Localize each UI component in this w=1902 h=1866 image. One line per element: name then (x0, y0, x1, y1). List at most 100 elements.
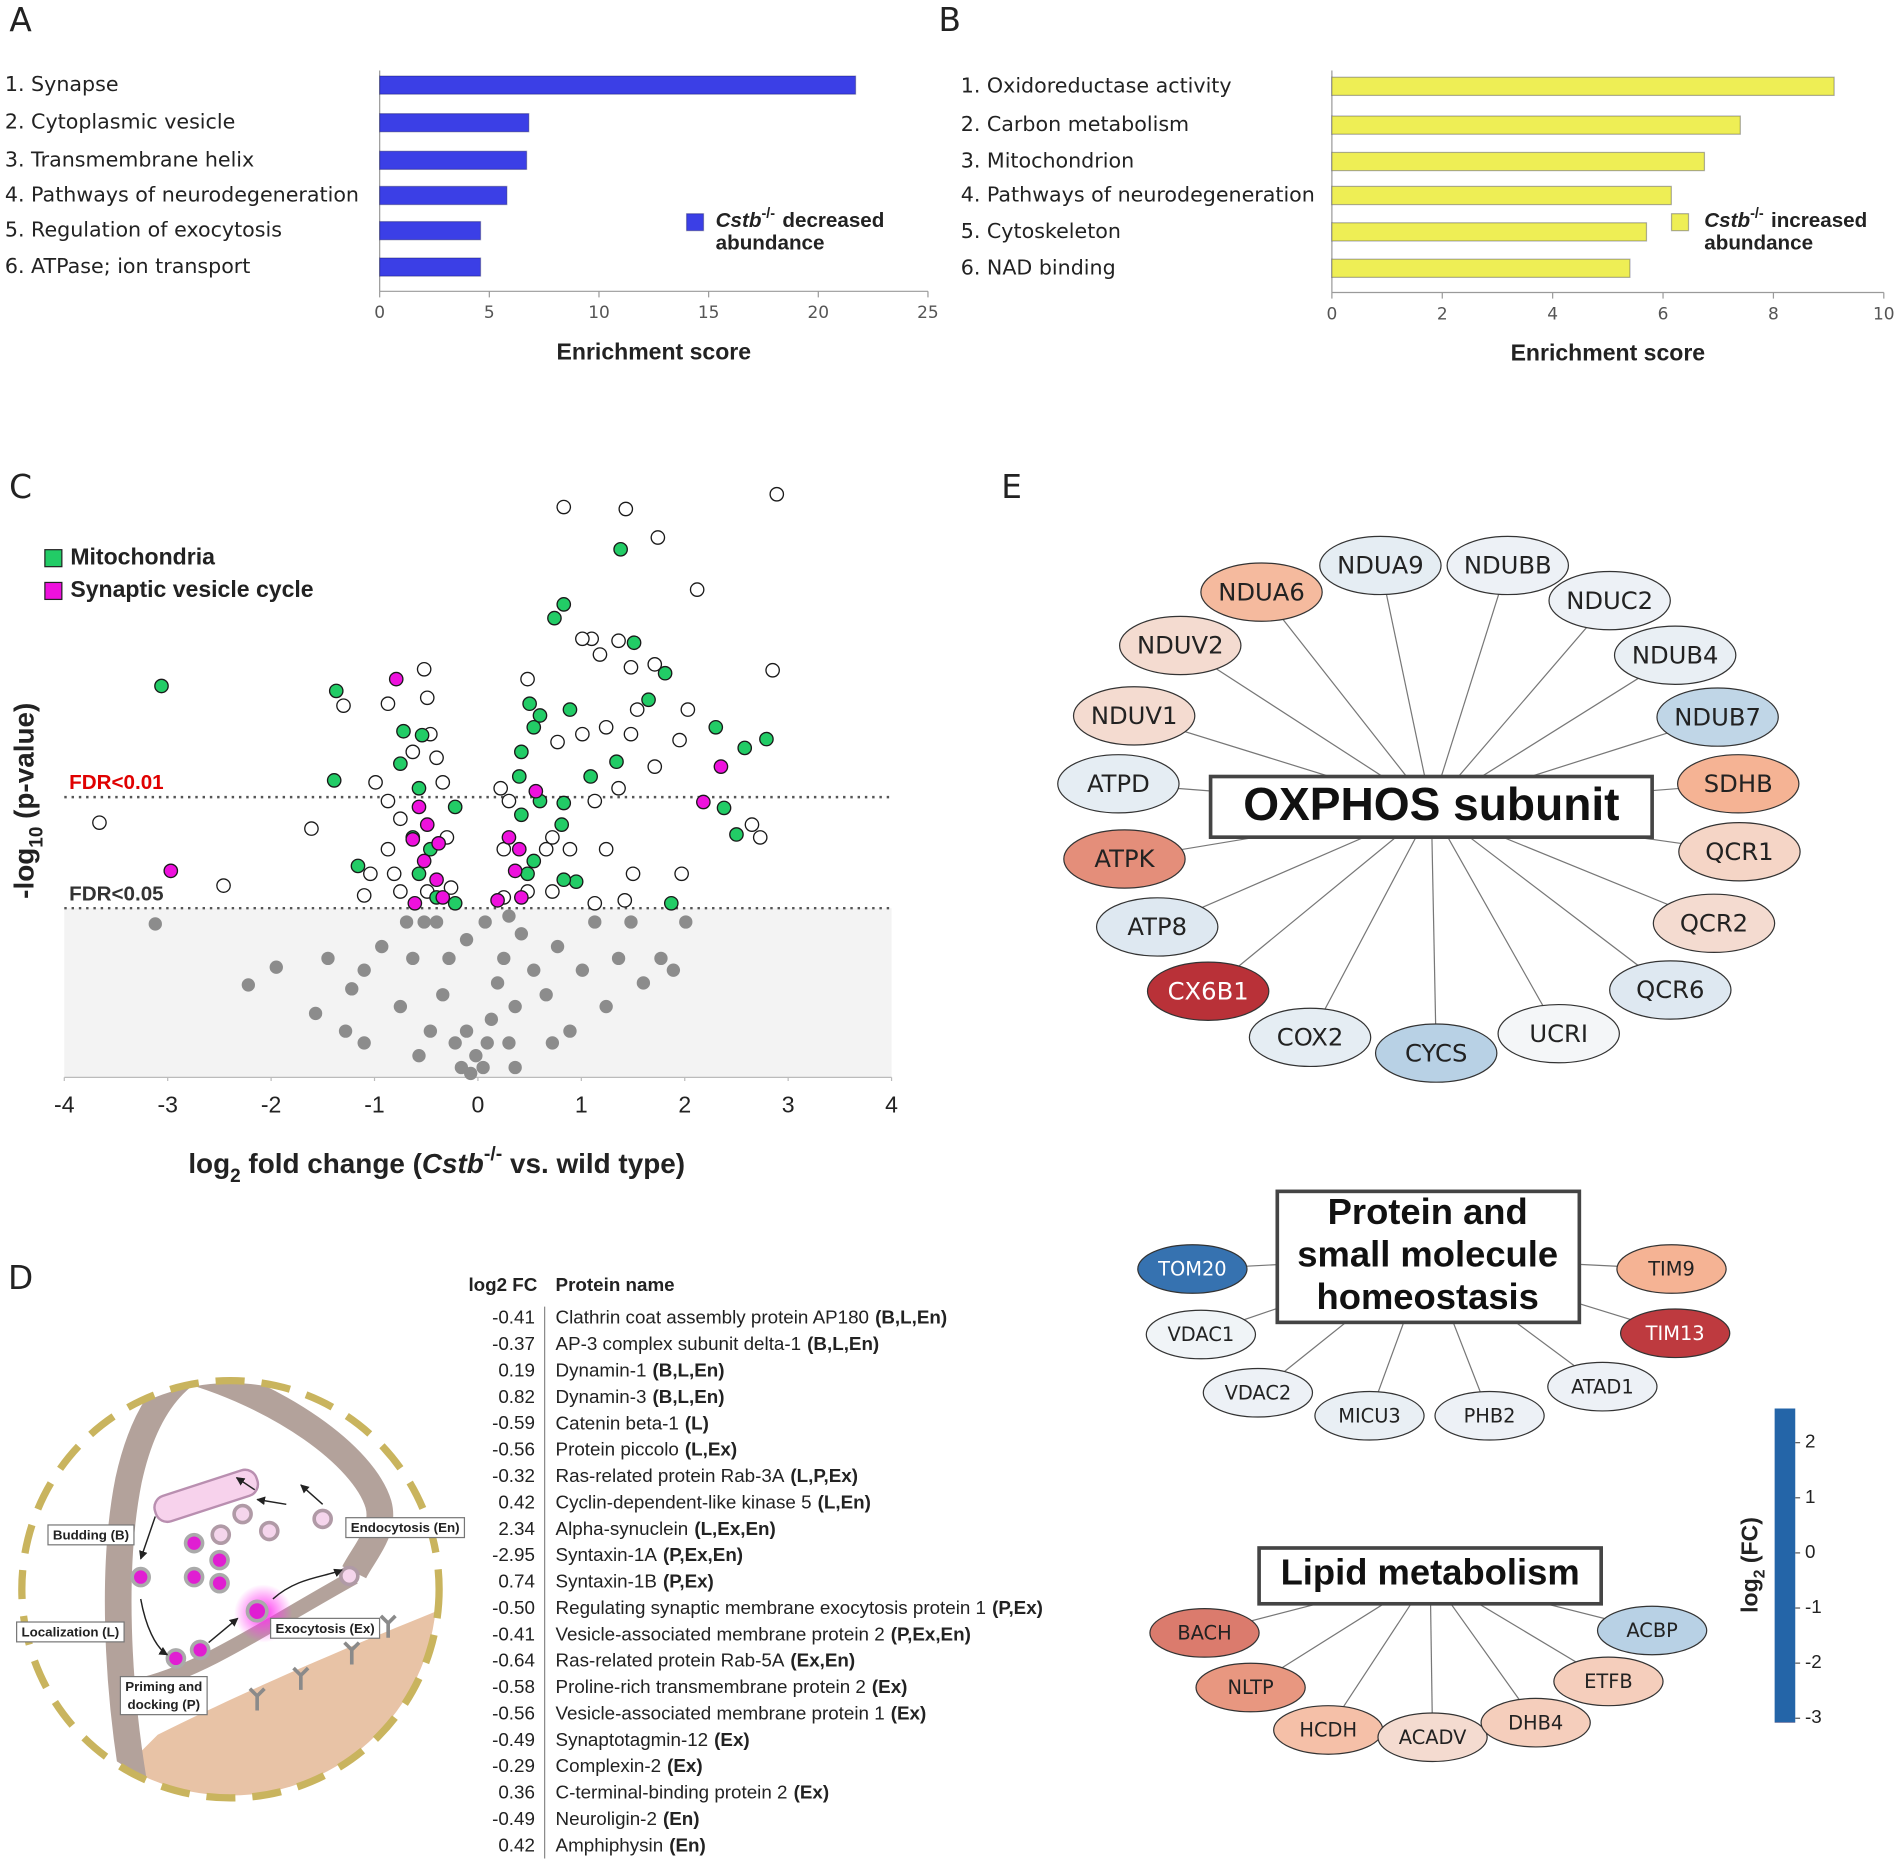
x-tick-label: 3 (782, 1092, 795, 1118)
category-label: 3. Transmembrane helix (5, 147, 254, 171)
data-point (520, 671, 535, 687)
data-point (545, 884, 560, 899)
data-point (647, 759, 663, 774)
text-span: Dynamin-1 (556, 1359, 647, 1380)
category-label: 4. Pathways of neurodegeneration (5, 182, 359, 206)
text-span: 2 (230, 1165, 241, 1186)
node-label: BACH (1177, 1622, 1231, 1645)
colorbar-tick-label: 2 (1805, 1431, 1815, 1452)
data-point (556, 597, 572, 612)
data-point (623, 726, 639, 742)
category-label: 3. Mitochondrion (961, 149, 1134, 173)
data-point (641, 692, 656, 708)
text-span: (FC) (1737, 1517, 1763, 1569)
table-cell: Proline-rich transmembrane protein 2 (Ex) (556, 1676, 908, 1697)
node-label: CX6B1 (1168, 976, 1249, 1005)
text-span: AP-3 complex subunit delta-1 (556, 1333, 802, 1354)
data-point (419, 690, 435, 706)
category-label: 1. Synapse (5, 72, 119, 96)
data-point (689, 582, 705, 597)
data-point (598, 841, 614, 857)
network-node (1480, 1697, 1591, 1748)
data-point (502, 1036, 516, 1050)
receptors (248, 1614, 397, 1711)
data-point (629, 702, 645, 717)
data-point (514, 927, 529, 941)
text-span: Catenin beta-1 (556, 1412, 679, 1433)
data-point (380, 696, 396, 712)
table-cell: Dynamin-3 (B,L,En) (556, 1386, 725, 1407)
x-tick-label: 10 (1873, 304, 1895, 324)
network-node (1446, 535, 1570, 596)
x-tick-label: 25 (917, 303, 939, 323)
category-label: 5. Cytoskeleton (961, 219, 1121, 243)
data-point (447, 799, 463, 815)
bar (1331, 258, 1631, 278)
data-point (399, 915, 414, 929)
category-label: 1. Oxidoreductase activity (961, 73, 1232, 97)
data-point (435, 775, 451, 790)
data-point (407, 895, 423, 911)
data-point (375, 939, 389, 954)
text-span: vs. wild type) (502, 1148, 685, 1179)
data-point (442, 951, 456, 966)
data-point (380, 793, 396, 809)
text-span: (Ex) (891, 1702, 927, 1723)
text-span: (Ex,En) (790, 1650, 855, 1671)
data-point (654, 951, 668, 966)
x-tick-label: -3 (157, 1092, 177, 1118)
network-node (1145, 1309, 1257, 1360)
data-point (507, 863, 523, 879)
table-cell: -0.37 (492, 1333, 535, 1354)
table-cell: Dynamin-1 (B,L,En) (556, 1359, 725, 1380)
data-point (363, 866, 378, 882)
text-span: 10 (26, 827, 47, 848)
table-cell: Regulating synaptic membrane exocytosis … (556, 1597, 1043, 1618)
node-label: TOM20 (1157, 1258, 1227, 1281)
node-label: ATAD1 (1571, 1375, 1634, 1398)
data-point (357, 1036, 371, 1050)
data-point (480, 1036, 494, 1050)
text-span: Syntaxin-1A (556, 1544, 658, 1565)
node-label: ATPK (1094, 844, 1155, 873)
text-span: (B,L,En) (653, 1359, 725, 1380)
network-node (1314, 1390, 1425, 1441)
text-span: Cyclin-dependent-like kinase 5 (556, 1491, 812, 1512)
data-point (626, 635, 642, 651)
table-header: log2 FC (468, 1274, 537, 1295)
category-label: 2. Carbon metabolism (961, 112, 1189, 136)
table-cell: Catenin beta-1 (L) (556, 1412, 709, 1433)
data-point (511, 841, 527, 857)
hub-label: Protein and (1328, 1191, 1528, 1232)
data-point (623, 659, 639, 675)
table-cell: -0.59 (492, 1412, 535, 1433)
network-node (1547, 1361, 1658, 1412)
legend-label: Synaptic vesicle cycle (70, 576, 313, 602)
table-cell: -0.58 (492, 1676, 535, 1697)
data-point (308, 1006, 323, 1021)
data-point (417, 915, 431, 929)
data-point (368, 775, 383, 790)
node-label: NDUV1 (1091, 701, 1178, 730)
data-point (556, 872, 572, 888)
table-cell: -0.49 (492, 1808, 535, 1829)
colorbar (1774, 1408, 1796, 1723)
panel-label: B (939, 1, 961, 39)
diagram-label-text: Endocytosis (En) (351, 1520, 460, 1535)
x-tick-label: 1 (575, 1092, 588, 1118)
data-point (148, 917, 162, 931)
node-label: HCDH (1299, 1719, 1357, 1742)
nonsignificant-region (64, 908, 892, 1078)
node-label: TIM9 (1647, 1258, 1695, 1281)
data-point (514, 744, 529, 760)
table-cell: 0.19 (498, 1359, 535, 1380)
table-cell: Syntaxin-1A (P,Ex,En) (556, 1544, 744, 1565)
data-point (679, 915, 693, 929)
bar (379, 75, 857, 95)
network-node (1095, 897, 1219, 957)
node-label: ATPD (1087, 769, 1150, 798)
hub-label: OXPHOS subunit (1243, 778, 1619, 830)
data-point (350, 858, 366, 874)
data-point (269, 960, 283, 974)
network-node (1137, 1244, 1248, 1294)
